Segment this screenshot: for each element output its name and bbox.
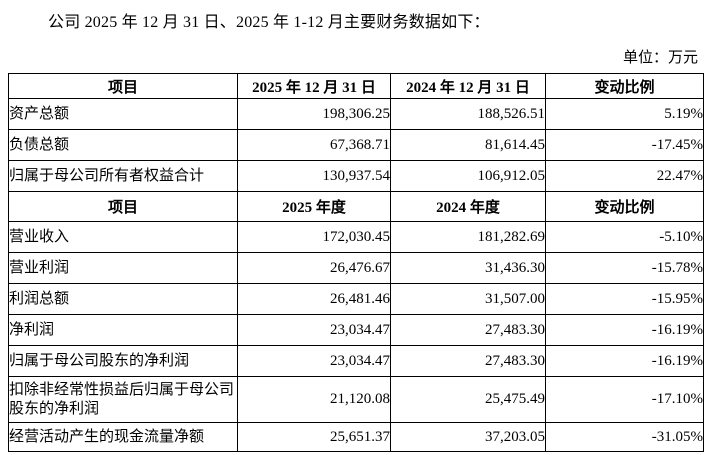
header-cell-change: 变动比例 xyxy=(545,73,704,99)
change-cell: -15.78% xyxy=(545,252,704,284)
table-row-net-profit-parent: 归属于母公司股东的净利润 23,034.47 27,483.30 -16.19% xyxy=(8,345,704,377)
table-header-row-balance: 项目 2025 年 12 月 31 日 2024 年 12 月 31 日 变动比… xyxy=(8,73,704,99)
value-2024-cell: 27,483.30 xyxy=(390,314,546,346)
table-row-total-profit: 利润总额 26,481.46 31,507.00 -15.95% xyxy=(8,283,704,315)
unit-label: 单位：万元 xyxy=(622,50,698,66)
value-2025-cell: 21,120.08 xyxy=(237,376,391,423)
item-cell: 营业利润 xyxy=(8,252,238,284)
change-cell: -17.10% xyxy=(545,376,704,423)
value-2025-cell: 198,306.25 xyxy=(237,98,391,130)
value-2024-cell: 81,614.45 xyxy=(390,129,546,161)
value-2025-cell: 130,937.54 xyxy=(237,160,391,192)
item-cell: 营业收入 xyxy=(8,221,238,253)
value-2024-cell: 188,526.51 xyxy=(390,98,546,130)
table-row-operating-profit: 营业利润 26,476.67 31,436.30 -15.78% xyxy=(8,252,704,284)
table-row-operating-revenue: 营业收入 172,030.45 181,282.69 -5.10% xyxy=(8,221,704,253)
value-2025-cell: 67,368.71 xyxy=(237,129,391,161)
change-cell: 22.47% xyxy=(545,160,704,192)
change-cell: -17.45% xyxy=(545,129,704,161)
item-cell: 归属于母公司股东的净利润 xyxy=(8,345,238,377)
table-row-total-liabilities: 负债总额 67,368.71 81,614.45 -17.45% xyxy=(8,129,704,161)
header-cell-item: 项目 xyxy=(8,73,238,99)
value-2024-cell: 25,475.49 xyxy=(390,376,546,423)
value-2025-cell: 23,034.47 xyxy=(237,314,391,346)
value-2024-cell: 31,436.30 xyxy=(390,252,546,284)
change-cell: 5.19% xyxy=(545,98,704,130)
value-2024-cell: 31,507.00 xyxy=(390,283,546,315)
table-row-operating-cash-flow: 经营活动产生的现金流量净额 25,651.37 37,203.05 -31.05… xyxy=(8,422,704,452)
header-cell-item: 项目 xyxy=(8,191,238,222)
item-cell: 利润总额 xyxy=(8,283,238,315)
header-cell-2025-year: 2025 年度 xyxy=(237,191,391,222)
value-2024-cell: 181,282.69 xyxy=(390,221,546,253)
header-cell-2025-date: 2025 年 12 月 31 日 xyxy=(237,73,391,99)
header-cell-2024-date: 2024 年 12 月 31 日 xyxy=(390,73,546,99)
item-cell: 资产总额 xyxy=(8,98,238,130)
table-header-row-income: 项目 2025 年度 2024 年度 变动比例 xyxy=(8,191,704,222)
change-cell: -16.19% xyxy=(545,345,704,377)
item-cell: 负债总额 xyxy=(8,129,238,161)
financial-data-table: 项目 2025 年 12 月 31 日 2024 年 12 月 31 日 变动比… xyxy=(8,73,704,452)
value-2025-cell: 26,481.46 xyxy=(237,283,391,315)
value-2025-cell: 25,651.37 xyxy=(237,422,391,452)
value-2024-cell: 37,203.05 xyxy=(390,422,546,452)
change-cell: -16.19% xyxy=(545,314,704,346)
change-cell: -31.05% xyxy=(545,422,704,452)
value-2024-cell: 106,912.05 xyxy=(390,160,546,192)
page-title: 公司 2025 年 12 月 31 日、2025 年 1-12 月主要财务数据如… xyxy=(48,14,490,31)
value-2025-cell: 23,034.47 xyxy=(237,345,391,377)
table-row-parent-equity: 归属于母公司所有者权益合计 130,937.54 106,912.05 22.4… xyxy=(8,160,704,192)
value-2025-cell: 26,476.67 xyxy=(237,252,391,284)
change-cell: -15.95% xyxy=(545,283,704,315)
table-row-total-assets: 资产总额 198,306.25 188,526.51 5.19% xyxy=(8,98,704,130)
table-row-net-profit: 净利润 23,034.47 27,483.30 -16.19% xyxy=(8,314,704,346)
value-2025-cell: 172,030.45 xyxy=(237,221,391,253)
change-cell: -5.10% xyxy=(545,221,704,253)
header-cell-2024-year: 2024 年度 xyxy=(390,191,546,222)
header-cell-change: 变动比例 xyxy=(545,191,704,222)
item-cell: 经营活动产生的现金流量净额 xyxy=(8,422,238,452)
table-row-net-profit-deducted: 扣除非经常性损益后归属于母公司股东的净利润 21,120.08 25,475.4… xyxy=(8,376,704,423)
item-cell: 扣除非经常性损益后归属于母公司股东的净利润 xyxy=(8,376,238,423)
item-cell: 归属于母公司所有者权益合计 xyxy=(8,160,238,192)
value-2024-cell: 27,483.30 xyxy=(390,345,546,377)
item-cell: 净利润 xyxy=(8,314,238,346)
